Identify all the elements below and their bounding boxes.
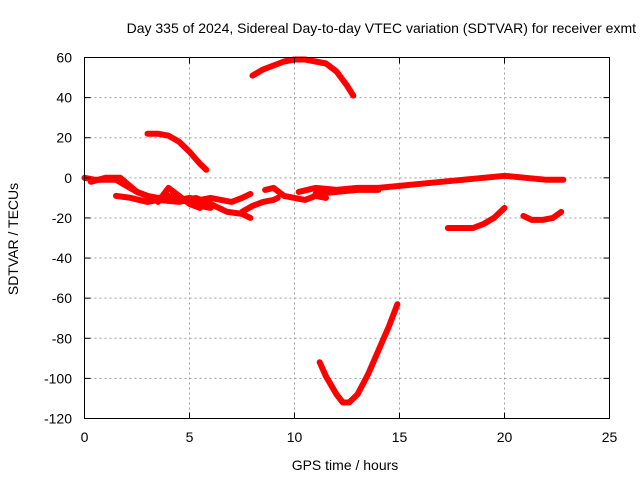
- chart-title: Day 335 of 2024, Sidereal Day-to-day VTE…: [127, 20, 636, 36]
- x-tick-label: 20: [497, 429, 513, 445]
- y-tick-label: -60: [52, 290, 72, 306]
- grid: [84, 57, 610, 419]
- y-tick-label: 60: [56, 50, 72, 66]
- series-line-s13: [520, 208, 565, 223]
- x-tick-label: 5: [186, 429, 194, 445]
- x-tick-label: 10: [287, 429, 303, 445]
- series-line-s11: [316, 301, 401, 406]
- series-line-s6: [239, 194, 281, 215]
- y-tick-label: -20: [52, 210, 72, 226]
- tick-labels: 0 5 10 15 20 25 -120 -100 -80 -60 -40 -20 0 20 40 60: [44, 50, 618, 446]
- y-tick-label: -120: [44, 411, 72, 427]
- y-tick-label: -80: [52, 330, 72, 346]
- y-tick-label: -100: [44, 370, 72, 386]
- series-line-s9: [312, 186, 382, 197]
- series-line-s10: [249, 56, 357, 99]
- series-group: [81, 56, 567, 406]
- y-tick-label: 40: [56, 90, 72, 106]
- series-line-s12: [444, 204, 508, 231]
- y-axis-label: SDTVAR / TECUs: [5, 183, 21, 295]
- x-axis-label: GPS time / hours: [292, 457, 399, 473]
- y-tick-label: -40: [52, 250, 72, 266]
- x-tick-label: 0: [81, 429, 89, 445]
- plot-frame: [84, 57, 610, 419]
- series-line-s5: [144, 130, 210, 173]
- series-line-s4: [155, 184, 203, 211]
- y-tick-label: 20: [56, 130, 72, 146]
- x-tick-label: 25: [602, 429, 618, 445]
- ticks: [84, 57, 610, 419]
- x-tick-label: 15: [392, 429, 408, 445]
- y-tick-label: 0: [64, 170, 72, 186]
